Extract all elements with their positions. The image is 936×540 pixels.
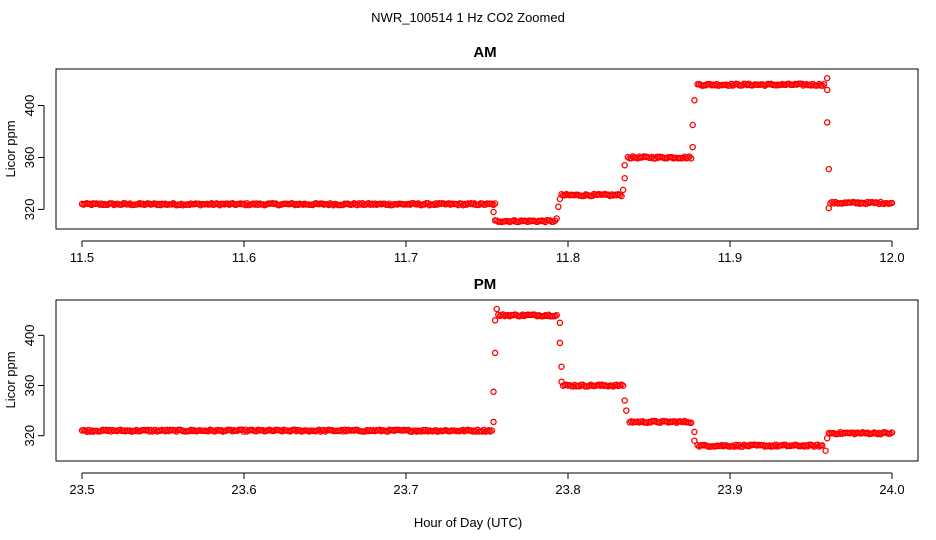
data-point [687,419,695,427]
data-point [687,155,695,162]
plateau-segment [626,417,695,427]
transition-point [689,121,696,129]
plateau-segment [495,311,560,320]
data-series [78,305,896,454]
x-tick-label: 12.0 [879,250,904,265]
transition-point [491,317,499,324]
transition-point [558,378,565,386]
transition-point [691,97,698,104]
plateau-segment [78,199,499,209]
y-tick-label: 320 [22,425,37,447]
x-tick-label: 23.7 [393,482,418,497]
transition-point [623,407,630,414]
ylabel-am: Licor ppm [3,120,18,177]
x-tick-label: 23.6 [231,482,256,497]
data-point [888,199,896,207]
transition-point [493,305,500,313]
x-axis: 11.5 11.6 11.7 11.8 11.9 12.0 [70,240,905,265]
x-tick-label: 23.5 [69,482,94,497]
data-point [820,80,828,88]
plateau-segment [694,441,826,450]
plot-frame [55,299,919,462]
x-tick-label: 23.8 [555,482,580,497]
data-point [819,442,826,449]
x-tick-label: 23.9 [717,482,742,497]
figure-title: NWR_100514 1 Hz CO2 Zoomed [371,10,565,25]
transition-point [555,203,562,211]
transition-point [558,363,565,370]
panel-title-am: AM [473,44,496,61]
transition-point [825,204,833,212]
data-point [488,427,496,434]
data-point [618,192,625,200]
transition-point [621,161,628,169]
plot-frame [55,68,919,230]
x-tick-label: 11.8 [556,250,580,265]
x-tick-label: 24.0 [879,482,904,497]
ylabel-pm: Licor ppm [3,351,18,408]
data-point [888,429,896,436]
transition-point [553,215,560,222]
transition-point [823,434,831,442]
data-series [78,74,896,226]
transition-point [556,319,564,327]
transition-point [822,447,829,454]
transition-point [556,195,564,203]
plateau-segment [558,190,625,200]
plateau-segment [825,428,896,438]
data-point [619,382,627,389]
data-point [491,200,499,207]
panel-title-pm: PM [474,276,497,293]
plateau-segment [78,426,496,435]
plateau-segment [491,216,559,226]
data-point [819,82,826,89]
panel-am: AM Licor ppm 11.5 11.6 11.7 11.8 11.9 12.0 320… [3,44,919,265]
transition-point [621,397,628,404]
plateau-segment [559,381,627,390]
y-tick-label: 400 [22,95,37,117]
x-tick-label: 11.7 [394,250,418,265]
transition-point [823,74,831,82]
x-tick-label: 11.9 [718,250,742,265]
transition-point [619,186,627,194]
x-axis: 23.5 23.6 23.7 23.8 23.9 24.0 [69,472,905,497]
y-axis: 320 360 400 [22,325,45,447]
y-tick-label: 400 [22,325,37,347]
transition-point [490,208,497,216]
transition-point [689,143,696,151]
transition-point [490,388,497,396]
data-point [490,201,497,209]
plateau-segment [624,153,695,162]
y-tick-label: 360 [22,147,37,169]
y-tick-label: 360 [22,375,37,397]
y-tick-label: 320 [22,199,37,221]
panel-pm: PM Licor ppm 23.5 23.6 23.7 23.8 23.9 24.0 320… [3,276,919,497]
transition-point [490,418,497,426]
x-tick-label: 11.6 [232,250,256,265]
plateau-segment [827,198,896,208]
transition-point [621,174,628,182]
transition-point [691,428,698,436]
y-axis: 320 360 400 [22,95,45,221]
plateau-segment [694,80,828,89]
transition-point [491,349,499,357]
data-point [553,311,560,319]
transition-point [556,339,564,347]
transition-point [691,437,698,444]
transition-point [823,86,831,94]
transition-point [823,119,831,126]
x-tick-label: 11.5 [70,250,94,265]
figure-xlabel: Hour of Day (UTC) [414,515,522,530]
transition-point [825,165,833,173]
